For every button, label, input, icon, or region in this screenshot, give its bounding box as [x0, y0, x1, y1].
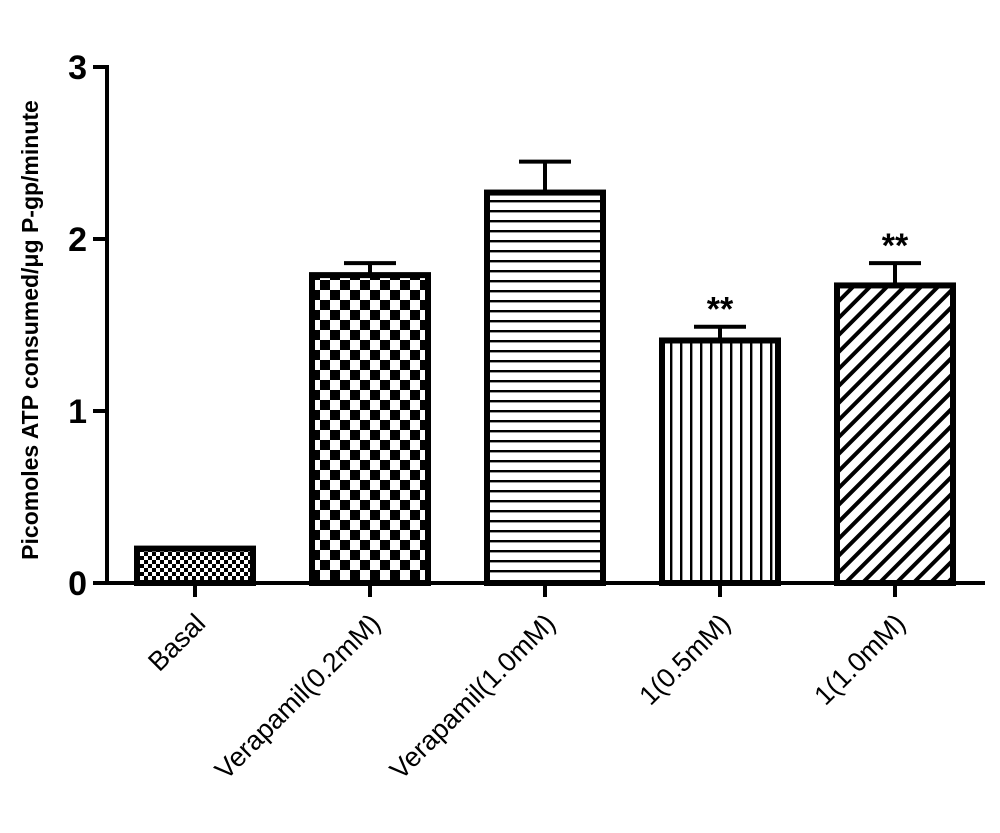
bars-layer: [137, 162, 953, 583]
y-axis-label: Picomoles ATP consumed/μg P-gp/minute: [17, 100, 43, 560]
x-tick-label-3: 1(0.5mM): [633, 608, 736, 711]
y-tick-label-0: 0: [68, 565, 87, 603]
y-tick-label-2: 2: [68, 221, 87, 259]
x-tick-label-2: Verapamil(1.0mM): [384, 608, 561, 785]
significance-label-3: **: [707, 291, 734, 329]
y-tick-label-3: 3: [68, 49, 87, 87]
x-tick-label-1: Verapamil(0.2mM): [209, 608, 386, 785]
x-tick-label-4: 1(1.0mM): [808, 608, 911, 711]
y-tick-label-1: 1: [68, 393, 87, 431]
significance-label-4: **: [882, 227, 909, 265]
bar-4: [837, 285, 953, 583]
bar-1: [312, 275, 428, 583]
x-tick-label-0: Basal: [142, 608, 211, 677]
bar-3: [662, 340, 778, 583]
bar-0: [137, 549, 253, 583]
bar-2: [487, 193, 603, 583]
